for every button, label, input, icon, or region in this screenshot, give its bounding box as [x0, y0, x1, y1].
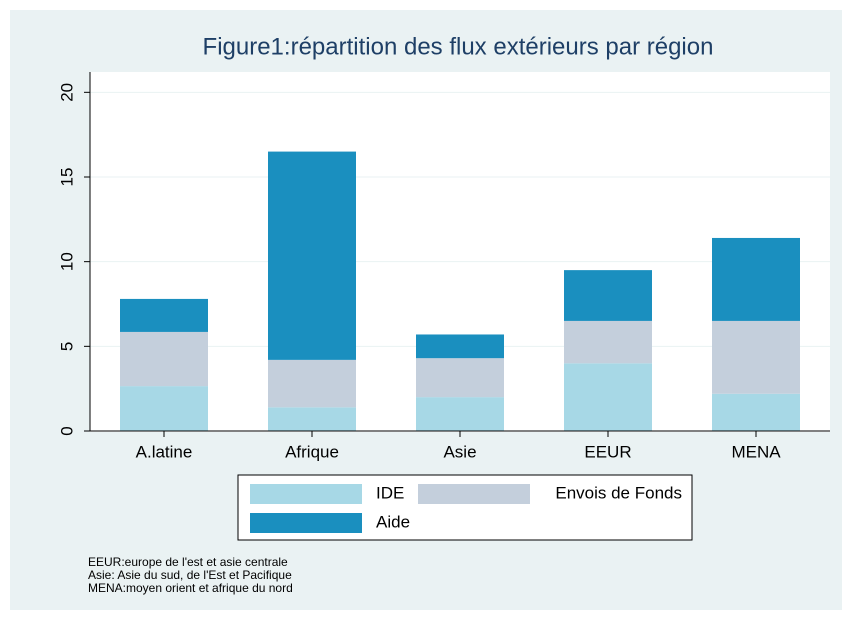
bar-segment [416, 334, 504, 359]
legend-label: IDE [376, 483, 404, 502]
bar-segment [120, 331, 208, 387]
legend-swatch [250, 484, 362, 504]
legend-label: Aide [376, 512, 410, 531]
bar-segment [416, 397, 504, 431]
bar-segment [564, 363, 652, 431]
y-tick-label: 10 [57, 252, 76, 271]
bar-segment [712, 393, 800, 431]
bar-segment [268, 407, 356, 431]
bar-segment [564, 270, 652, 321]
legend-swatch [418, 484, 530, 504]
legend-swatch [250, 513, 362, 533]
y-tick-label: 5 [57, 342, 76, 351]
bar-segment [712, 320, 800, 394]
y-tick-label: 20 [57, 83, 76, 102]
y-tick-label: 15 [57, 168, 76, 187]
bar-segment [712, 237, 800, 321]
chart-title: Figure1:répartition des flux extérieurs … [203, 33, 714, 60]
note: EEUR:europe de l'est et asie centrale [88, 555, 288, 569]
x-tick-label: MENA [731, 442, 781, 461]
x-tick-label: EEUR [584, 442, 631, 461]
bar-segment [268, 359, 356, 408]
y-tick-label: 0 [57, 426, 76, 435]
bar-segment [120, 386, 208, 431]
x-tick-label: A.latine [136, 442, 193, 461]
x-tick-label: Asie [443, 442, 476, 461]
legend-label: Envois de Fonds [555, 483, 682, 502]
bar-segment [564, 320, 652, 364]
bar-segment [416, 358, 504, 398]
bar-segment [120, 298, 208, 332]
bar-segment [268, 151, 356, 360]
note: Asie: Asie du sud, de l'Est et Pacifique [88, 568, 292, 582]
x-tick-label: Afrique [285, 442, 339, 461]
note: MENA:moyen orient et afrique du nord [88, 581, 293, 595]
